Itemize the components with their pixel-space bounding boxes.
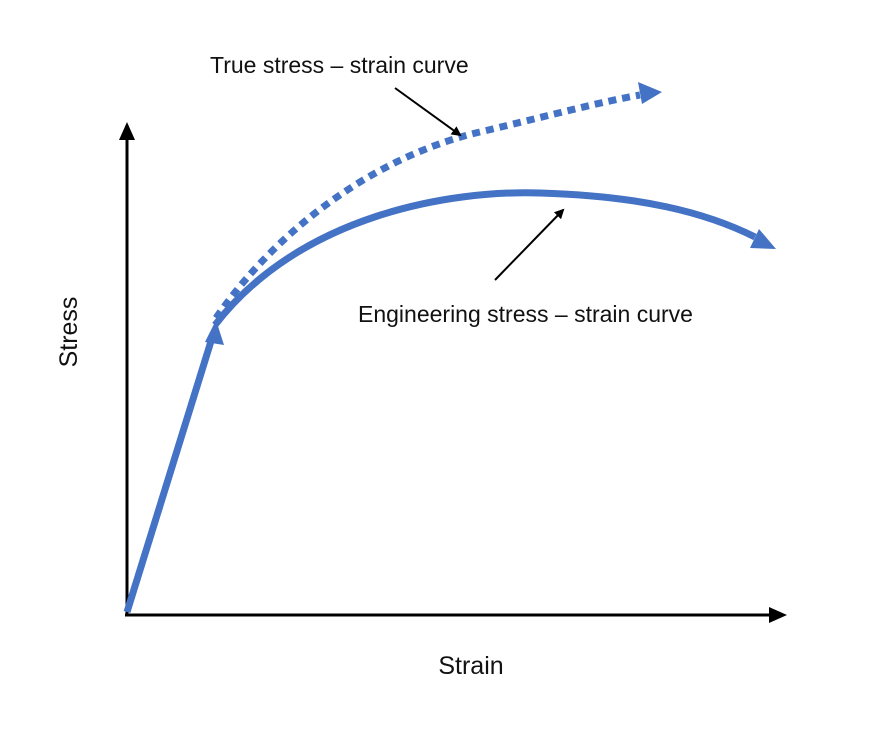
x-axis-arrow [769, 607, 787, 623]
x-axis-label: Strain [438, 652, 503, 680]
y-axis-label: Stress [55, 297, 83, 368]
true-arrow [638, 82, 662, 104]
true-pointer [394, 87, 462, 137]
engineering-pointer [494, 208, 565, 281]
elastic-line [123, 336, 216, 614]
y-axis-arrow [119, 122, 135, 140]
elastic-arrow [205, 320, 224, 345]
engineering-arrow [750, 229, 776, 249]
true-curve-label: True stress – strain curve [210, 52, 469, 78]
true-curve [213, 91, 641, 320]
engineering-curve-label: Engineering stress – strain curve [358, 301, 693, 327]
engineering-curve [212, 189, 757, 328]
